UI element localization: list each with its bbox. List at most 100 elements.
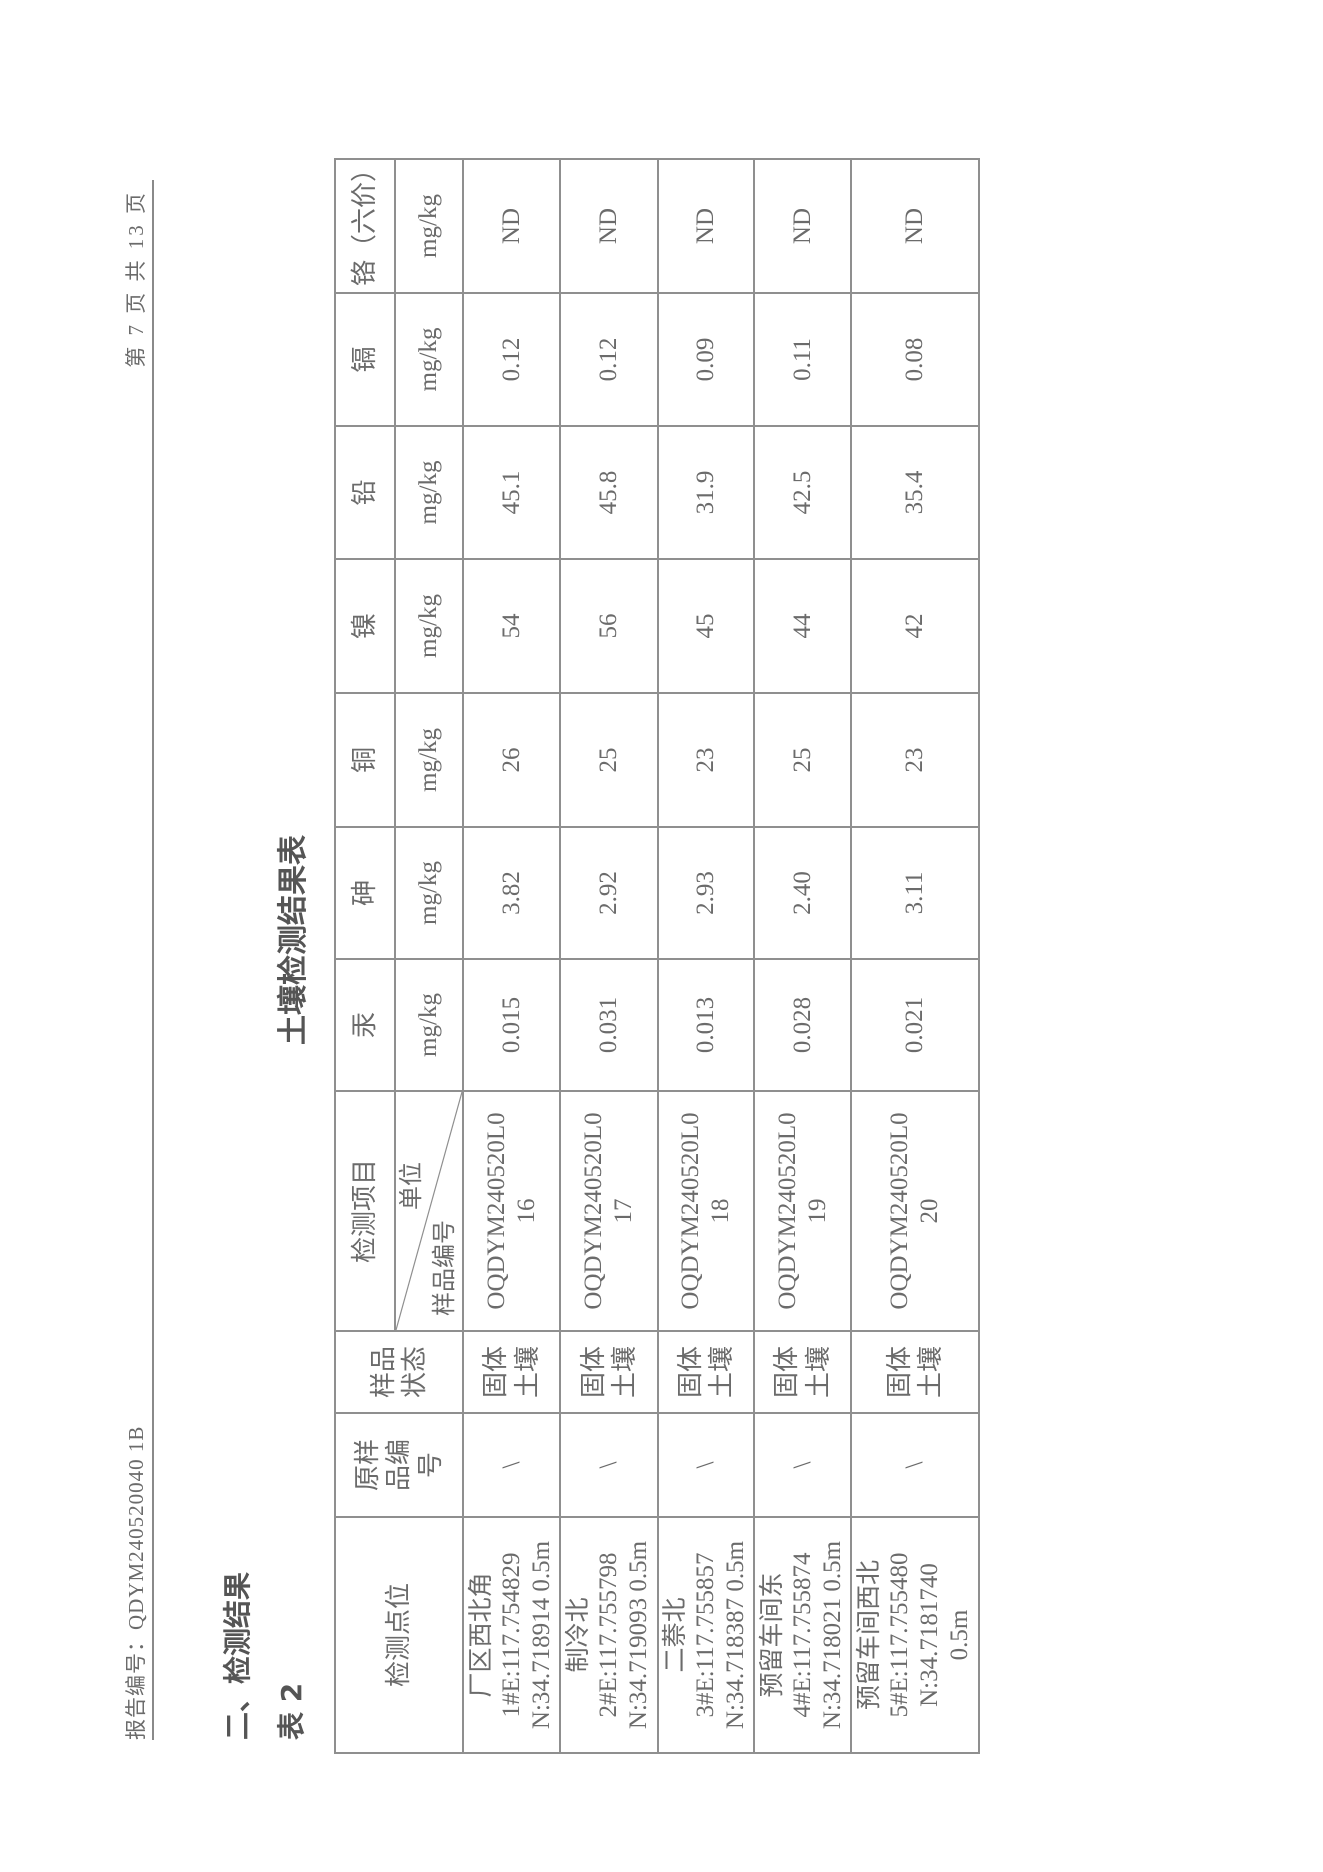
table-row: 制冷北 2#E:117.755798 N:34.719093 0.5m \ 固体土壤 OQ… (560, 159, 658, 1753)
location-cell: 厂区西北角 1#E:117.754829 N:34.718914 0.5m (463, 1517, 560, 1753)
location-line: N:34.718387 0.5m (722, 1540, 749, 1730)
page-number: 第 7 页 共 13 页 (124, 190, 148, 368)
value-cell: 0.028 (754, 959, 851, 1091)
value-cell: 0.12 (463, 293, 560, 426)
header-analyte-unit: mg/kg (395, 959, 463, 1091)
header-item: 检测项目 (335, 1091, 395, 1331)
location-line: N:34.718021 0.5m (818, 1540, 846, 1730)
value-cell: 0.015 (463, 959, 560, 1091)
location-line: 预留车间西北 (856, 1560, 883, 1711)
value-cell: 23 (658, 693, 754, 827)
value-cell: 2.40 (754, 827, 851, 959)
value-cell: 45 (658, 559, 754, 693)
table-row: 厂区西北角 1#E:117.754829 N:34.718914 0.5m \ 固体土壤… (463, 159, 560, 1753)
header-diagonal-cell: 单位 样品编号 (395, 1091, 463, 1331)
value-cell: 25 (560, 693, 658, 827)
sample-id-line: OQDYM240520L0 (580, 1112, 607, 1310)
sample-id-cell: OQDYM240520L0 18 (658, 1091, 754, 1331)
sample-id-line: 20 (916, 1198, 943, 1224)
sample-id-cell: OQDYM240520L0 20 (851, 1091, 979, 1331)
sample-id-cell: OQDYM240520L0 19 (754, 1091, 851, 1331)
location-line: 预留车间东 (758, 1572, 786, 1698)
orig-id-cell: \ (560, 1413, 658, 1517)
value-cell: 54 (463, 559, 560, 693)
value-cell: 56 (560, 559, 658, 693)
value-cell: 0.08 (851, 293, 979, 426)
location-line: 2#E:117.755798 (595, 1552, 622, 1718)
section-title: 二、检测结果 (221, 1571, 254, 1740)
table-row: 预留车间西北 5#E:117.755480 N:34.7181740 0.5m \ 固体土… (851, 159, 979, 1753)
value-cell: 0.11 (754, 293, 851, 426)
header-analyte: 镍 (335, 559, 395, 693)
report-number: 报告编号：QDYM240520040 1B (124, 1425, 148, 1740)
sample-id-line: 18 (707, 1198, 734, 1224)
header-sample-id: 样品编号 (432, 1220, 459, 1316)
location-line: 4#E:117.755874 (788, 1552, 816, 1718)
value-cell: 0.09 (658, 293, 754, 426)
state-cell: 固体土壤 (463, 1331, 560, 1413)
header-analyte: 镉 (335, 293, 395, 426)
header-analyte-unit: mg/kg (395, 827, 463, 959)
header-row: 检测点位 原样品编号 样品状态 检测项目 汞砷铜镍铅镉铬（六价） (335, 156, 463, 1753)
location-cell: 制冷北 2#E:117.755798 N:34.719093 0.5m (560, 1517, 658, 1753)
value-cell: 0.021 (851, 959, 979, 1091)
value-cell: 3.11 (851, 827, 979, 959)
sample-id-line: OQDYM240520L0 (677, 1112, 704, 1310)
table-row: 预留车间东 4#E:117.755874 N:34.718021 0.5m \ 固体土壤… (754, 159, 851, 1753)
value-cell: 23 (851, 693, 979, 827)
orig-id-cell: \ (658, 1413, 754, 1517)
location-line: 二萘北 (662, 1597, 689, 1673)
header-unit: 单位 (399, 1162, 425, 1210)
value-cell: 45.1 (463, 426, 560, 559)
location-line: 3#E:117.755857 (692, 1552, 719, 1718)
header-analyte: 铅 (335, 426, 395, 559)
location-line: 0.5m (946, 1609, 973, 1661)
diagonal-line (396, 1092, 462, 1330)
header-analyte: 砷 (335, 827, 395, 959)
state-cell: 固体土壤 (754, 1331, 851, 1413)
value-cell: ND (463, 159, 560, 293)
header-analyte-unit: mg/kg (395, 559, 463, 693)
header-analyte-unit: mg/kg (395, 693, 463, 827)
value-cell: 26 (463, 693, 560, 827)
value-cell: ND (851, 159, 979, 293)
header-orig-id: 原样品编号 (335, 1413, 463, 1517)
table-label: 表 2 (275, 1682, 308, 1740)
header-analyte-unit: mg/kg (395, 426, 463, 559)
value-cell: 35.4 (851, 426, 979, 559)
value-cell: ND (658, 159, 754, 293)
location-cell: 预留车间西北 5#E:117.755480 N:34.7181740 0.5m (851, 1517, 979, 1753)
value-cell: ND (560, 159, 658, 293)
header-analyte: 铜 (335, 693, 395, 827)
state-cell: 固体土壤 (851, 1331, 979, 1413)
header-analyte: 铬（六价） (335, 156, 395, 293)
value-cell: 31.9 (658, 426, 754, 559)
state-cell: 固体土壤 (560, 1331, 658, 1413)
location-line: 制冷北 (565, 1597, 592, 1673)
location-line: N:34.719093 0.5m (625, 1540, 652, 1730)
location-line: N:34.7181740 (916, 1563, 943, 1707)
header-analyte: 汞 (335, 959, 395, 1091)
sample-id-line: OQDYM240520L0 (886, 1112, 913, 1310)
state-cell: 固体土壤 (658, 1331, 754, 1413)
value-cell: 45.8 (560, 426, 658, 559)
location-cell: 二萘北 3#E:117.755857 N:34.718387 0.5m (658, 1517, 754, 1753)
value-cell: 2.93 (658, 827, 754, 959)
sample-id-line: 16 (512, 1198, 540, 1224)
sample-id-line: 19 (803, 1198, 831, 1224)
orig-id-cell: \ (463, 1413, 560, 1517)
value-cell: ND (754, 159, 851, 293)
location-line: 1#E:117.754829 (497, 1552, 525, 1718)
header-location: 检测点位 (335, 1517, 463, 1753)
value-cell: 3.82 (463, 827, 560, 959)
header-analyte-unit: mg/kg (395, 159, 463, 293)
header-analyte-unit: mg/kg (395, 293, 463, 426)
value-cell: 25 (754, 693, 851, 827)
header-divider (152, 180, 154, 1740)
value-cell: 44 (754, 559, 851, 693)
table-row: 二萘北 3#E:117.755857 N:34.718387 0.5m \ 固体土壤 OQ… (658, 159, 754, 1753)
value-cell: 0.12 (560, 293, 658, 426)
unit-row: 单位 样品编号 mg/kg mg/kg mg/kg mg/kg mg/kg mg/kg mg… (395, 159, 463, 1753)
sample-id-line: OQDYM240520L0 (773, 1112, 801, 1310)
